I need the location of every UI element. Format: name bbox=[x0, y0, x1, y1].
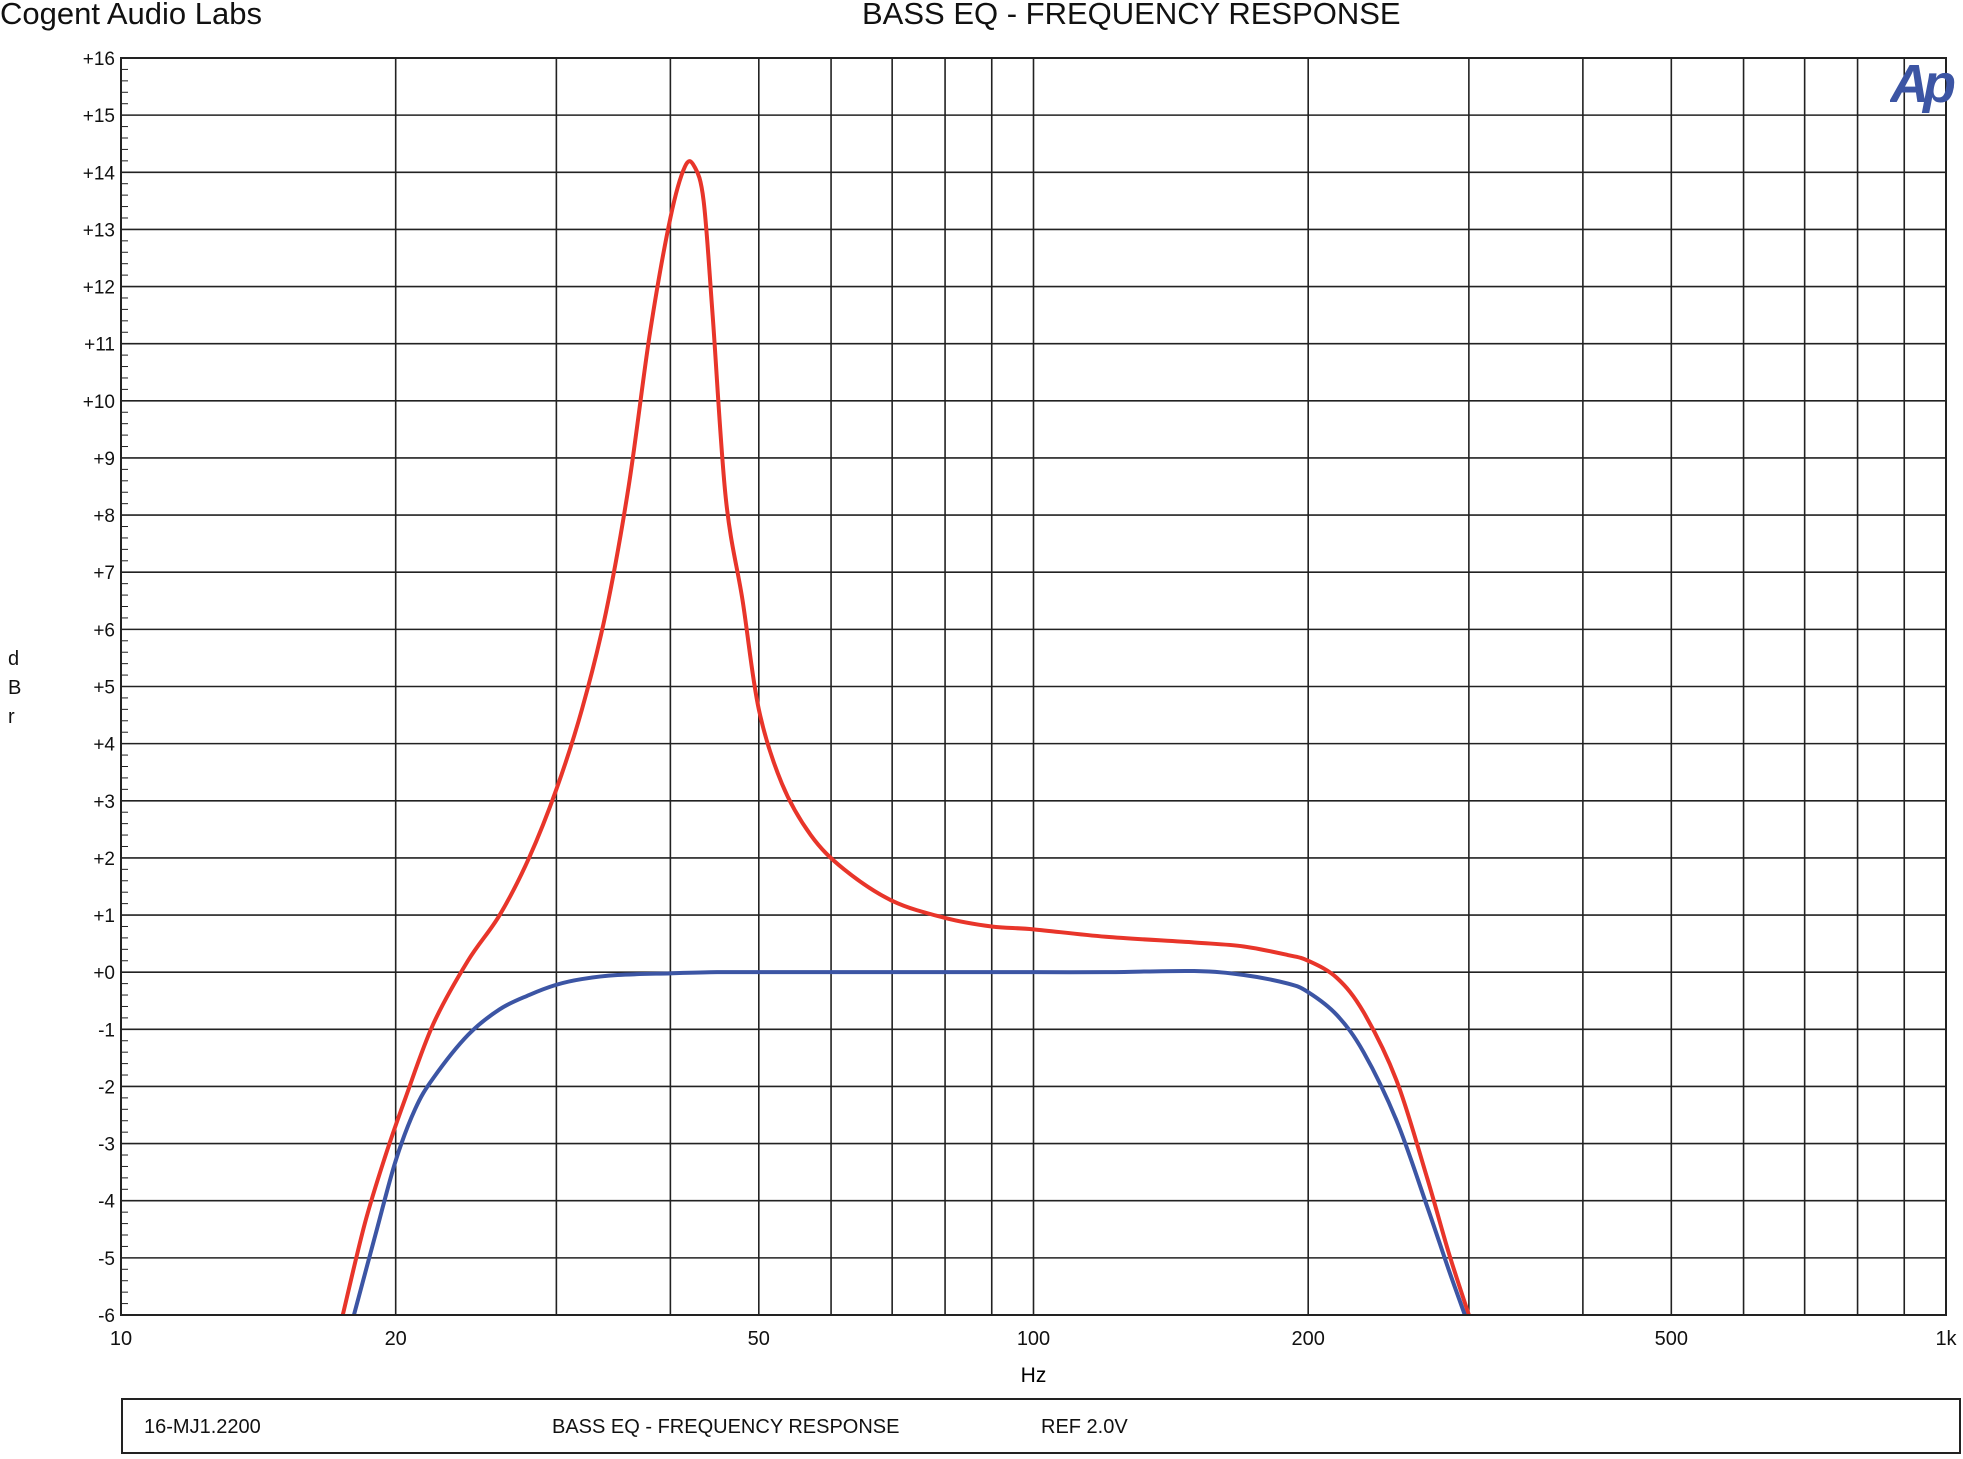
series-line-red bbox=[340, 159, 1471, 1316]
y-tick-label: +16 bbox=[83, 49, 115, 70]
plot-frame bbox=[120, 57, 1947, 1316]
x-tick-label: 20 bbox=[385, 1328, 407, 1350]
x-tick-label: 10 bbox=[110, 1328, 132, 1350]
ap-logo-icon: Ap bbox=[1890, 54, 1961, 114]
y-tick-label: +0 bbox=[93, 963, 115, 984]
y-tick-label: +9 bbox=[93, 449, 115, 470]
chart-title: BASS EQ - FREQUENCY RESPONSE bbox=[862, 0, 1401, 31]
y-tick-label: +8 bbox=[93, 506, 115, 527]
y-tick-label: -3 bbox=[98, 1135, 115, 1156]
y-tick-label: +14 bbox=[83, 163, 116, 184]
svg-text:Ap: Ap bbox=[1890, 54, 1955, 114]
x-tick-label: 50 bbox=[748, 1328, 770, 1350]
y-tick-label: +12 bbox=[83, 278, 115, 299]
y-tick-label: -2 bbox=[98, 1077, 115, 1098]
y-minor-ticks bbox=[121, 68, 128, 1305]
y-tick-label: +1 bbox=[93, 906, 115, 927]
series-layer bbox=[340, 159, 1471, 1316]
chart-grid bbox=[121, 58, 1946, 1315]
y-axis-label-r: r bbox=[8, 706, 15, 728]
y-tick-label: -6 bbox=[98, 1306, 115, 1327]
x-tick-label: 200 bbox=[1292, 1328, 1325, 1350]
x-tick-label: 500 bbox=[1655, 1328, 1688, 1350]
footer-ref: REF 2.0V bbox=[1041, 1416, 1128, 1438]
y-tick-label: +2 bbox=[93, 849, 115, 870]
y-tick-label: -4 bbox=[98, 1192, 115, 1213]
footer-info-box: 16-MJ1.2200 BASS EQ - FREQUENCY RESPONSE… bbox=[121, 1398, 1961, 1454]
footer-id: 16-MJ1.2200 bbox=[144, 1416, 261, 1438]
x-tick-label: 1k bbox=[1935, 1328, 1957, 1350]
y-tick-label: -5 bbox=[98, 1249, 115, 1270]
y-tick-label: +5 bbox=[93, 678, 115, 699]
series-line-blue bbox=[352, 968, 1467, 1316]
y-tick-label: +11 bbox=[84, 335, 115, 356]
x-tick-labels: 10 20 50 100 200 500 1k bbox=[110, 1328, 1958, 1350]
y-tick-label: +13 bbox=[83, 220, 115, 241]
company-name: Cogent Audio Labs bbox=[0, 0, 262, 31]
y-axis-label-d: d bbox=[8, 648, 20, 670]
y-tick-label: +15 bbox=[83, 106, 115, 127]
footer-title: BASS EQ - FREQUENCY RESPONSE bbox=[552, 1416, 900, 1438]
y-tick-labels: +16 +15 +14 +13 +12 +11 +10 +9 +8 +7 +6 +5 +4 +3 +2 +1 +… bbox=[83, 49, 116, 1327]
y-tick-label: +3 bbox=[93, 792, 115, 813]
y-tick-label: -1 bbox=[98, 1020, 115, 1041]
x-axis-label: Hz bbox=[1021, 1364, 1047, 1387]
y-axis-label-B: B bbox=[8, 677, 22, 699]
x-tick-label: 100 bbox=[1017, 1328, 1050, 1350]
y-tick-label: +7 bbox=[93, 563, 115, 584]
y-tick-label: +6 bbox=[93, 620, 115, 641]
y-tick-label: +4 bbox=[93, 735, 115, 756]
y-tick-label: +10 bbox=[83, 392, 115, 413]
